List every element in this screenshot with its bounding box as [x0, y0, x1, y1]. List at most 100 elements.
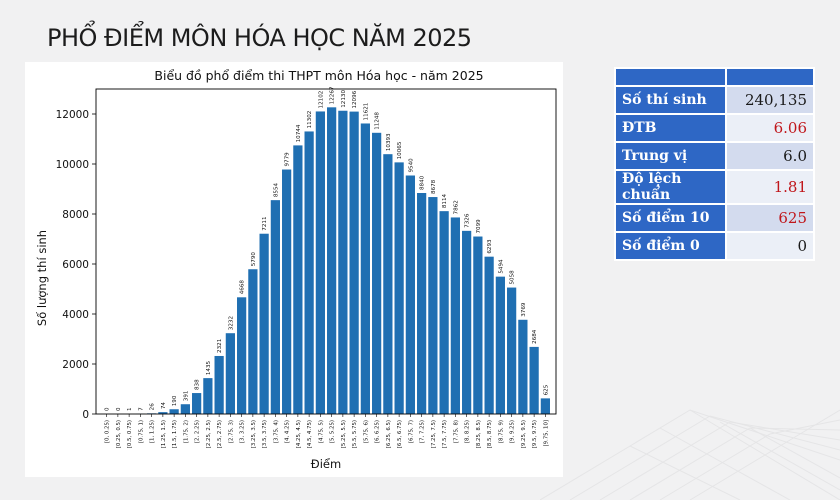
histogram-bar	[349, 111, 359, 414]
x-tick-label: [2.75, 3)	[228, 420, 234, 443]
bar-value-label: 2321	[217, 338, 223, 353]
y-tick-label: 0	[82, 409, 89, 421]
bar-value-label: 10393	[386, 133, 392, 151]
x-tick-label: [1.75, 2)	[183, 420, 189, 443]
x-tick-label: [4.25, 4.5)	[296, 420, 302, 448]
bar-value-label: 8114	[442, 193, 448, 208]
x-tick-label: [1.5, 1.75)	[172, 420, 178, 448]
histogram-bar	[394, 162, 404, 414]
x-tick-label: [0.5, 0.75)	[127, 420, 133, 448]
histogram-bar	[315, 111, 325, 414]
bar-value-label: 7	[138, 407, 144, 411]
histogram-bar	[169, 409, 179, 414]
bar-value-label: 5058	[510, 270, 516, 285]
x-tick-label: [6.75, 7)	[408, 420, 414, 443]
histogram-bar	[282, 169, 292, 414]
x-tick-label: [5.75, 6)	[363, 420, 369, 443]
histogram-bar	[203, 378, 213, 414]
histogram-bar	[462, 230, 472, 414]
histogram-bar	[383, 154, 393, 415]
x-tick-label: [7.25, 7.5)	[431, 420, 437, 448]
histogram-chart: Biểu đồ phổ điểm thi THPT môn Hóa học - …	[35, 68, 557, 471]
chart-panel: Biểu đồ phổ điểm thi THPT môn Hóa học - …	[25, 62, 563, 477]
histogram-bar	[473, 236, 483, 414]
x-tick-label: [6.5, 6.75)	[397, 420, 403, 448]
bar-value-label: 4668	[240, 280, 246, 295]
stats-value: 240,135	[724, 85, 816, 115]
bar-value-label: 10065	[397, 141, 403, 159]
bar-value-label: 26	[150, 403, 156, 411]
histogram-bar	[360, 123, 370, 414]
bar-value-label: 190	[172, 395, 178, 406]
x-tick-label: [9, 9.25)	[510, 420, 516, 443]
histogram-bar	[484, 256, 494, 414]
bar-value-label: 11621	[363, 102, 369, 120]
bar-value-label: 7326	[465, 213, 471, 228]
bar-value-label: 2684	[532, 329, 538, 344]
bar-value-label: 74	[161, 402, 167, 410]
stats-header-row	[614, 67, 816, 87]
background-grid-decoration	[540, 409, 840, 500]
bar-value-label: 3769	[521, 302, 527, 317]
stats-header-cell	[724, 67, 816, 87]
y-tick-label: 10000	[56, 159, 89, 171]
histogram-bar	[180, 404, 190, 414]
x-tick-label: [5.25, 5.5)	[341, 420, 347, 448]
x-tick-label: [8, 8.25)	[465, 420, 471, 443]
x-tick-label: [8.25, 8.5)	[476, 420, 482, 448]
y-tick-label: 6000	[62, 259, 89, 271]
stats-row: Số điểm 10 625	[614, 203, 816, 233]
stats-label: Độ lệch chuẩn	[614, 169, 727, 205]
stats-value: 6.06	[724, 113, 816, 143]
stats-value: 0	[724, 231, 816, 261]
histogram-bar	[192, 393, 202, 414]
bar-value-label: 12102	[318, 91, 324, 109]
x-tick-label: [2, 2.25)	[195, 420, 201, 443]
stats-label: Số điểm 10	[614, 203, 727, 233]
histogram-bar	[439, 211, 449, 414]
chart-title: Biểu đồ phổ điểm thi THPT môn Hóa học - …	[154, 68, 483, 83]
x-tick-label: [2.25, 2.5)	[206, 420, 212, 448]
x-tick-label: [9.75, 10]	[543, 420, 549, 447]
bar-value-label: 391	[183, 390, 189, 401]
stats-value: 6.0	[724, 141, 816, 171]
x-tick-label: [7, 7.25)	[420, 420, 426, 443]
x-tick-label: [3.5, 3.75)	[262, 420, 268, 448]
x-tick-label: [4.5, 4.75)	[307, 420, 313, 448]
x-tick-label: [6, 6.25)	[375, 420, 381, 443]
x-tick-label: [5, 5.25)	[330, 420, 336, 443]
histogram-bar	[270, 200, 280, 414]
x-tick-label: [0.75, 1)	[138, 420, 144, 443]
y-axis-label: Số lượng thí sinh	[35, 230, 49, 326]
bar-value-label: 625	[543, 384, 549, 395]
histogram-bar	[225, 333, 235, 414]
x-tick-label: [3.25, 3.5)	[251, 420, 257, 448]
y-tick-label: 4000	[62, 309, 89, 321]
x-tick-label: [1.25, 1.5)	[161, 420, 167, 448]
bar-value-label: 838	[195, 379, 201, 390]
bar-value-label: 1435	[206, 360, 212, 375]
bar-value-label: 8840	[420, 175, 426, 190]
bar-value-label: 6293	[487, 239, 493, 254]
bar-value-label: 5494	[498, 259, 504, 274]
stats-row: Trung vị 6.0	[614, 141, 816, 171]
x-tick-label: [2.5, 2.75)	[217, 420, 223, 448]
plot-frame	[95, 88, 557, 415]
x-tick-label: [5.5, 5.75)	[352, 420, 358, 448]
x-tick-label: [0, 0.25)	[105, 420, 111, 443]
x-tick-label: [4.75, 5)	[318, 420, 324, 443]
stats-header-cell	[614, 67, 727, 87]
y-tick-label: 12000	[56, 109, 89, 121]
x-tick-label: [0.25, 0.5)	[116, 420, 122, 448]
x-tick-label: [8.5, 8.75)	[487, 420, 493, 448]
histogram-bar	[518, 319, 528, 414]
histogram-bar	[293, 145, 303, 414]
bar-value-label: 12130	[341, 90, 347, 108]
bar-value-label: 11248	[375, 112, 381, 130]
x-tick-label: [4, 4.25)	[285, 420, 291, 443]
stats-label: Trung vị	[614, 141, 727, 171]
histogram-bar	[529, 346, 539, 414]
y-tick-label: 2000	[62, 359, 89, 371]
bar-value-label: 0	[105, 407, 111, 411]
